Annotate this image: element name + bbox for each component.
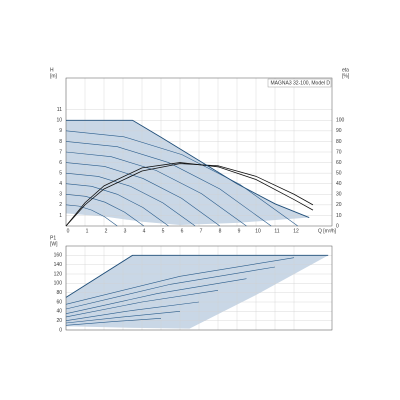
y-tick-label: 20 [56,318,62,324]
y-tick-label: 9 [59,128,62,134]
y-tick-label: 4 [59,181,62,187]
y-tick-label: 1 [59,213,62,219]
y-tick-label: 120 [54,271,63,277]
performance-curve [65,172,196,227]
y-tick-label: 140 [54,262,63,268]
y-axis-label: H [50,67,54,73]
y-tick-label: 6 [59,160,62,166]
performance-curve [65,290,219,318]
y-tick-label: 5 [59,170,62,176]
x-tick-label: 8 [219,228,222,234]
performance-curve [65,193,145,227]
y-tick-label: 100 [54,281,63,287]
x-tick-label: 12 [293,228,299,234]
performance-curve [65,141,272,227]
x-tick-label: 6 [181,228,184,234]
performance-curve [65,318,162,326]
y-tick-label: 160 [54,253,63,259]
y-tick-label: 60 [56,299,62,305]
y2-tick-label: 30 [336,192,342,198]
y-axis-label: P1 [50,235,56,241]
y-tick-label: 11 [57,107,62,113]
y-tick-label: 3 [59,192,62,198]
y2-tick-label: 100 [336,118,345,124]
y-tick-label: 7 [59,149,62,155]
y2-tick-label: 90 [336,128,342,134]
y2-tick-label: 40 [336,181,342,187]
performance-curve [65,162,221,227]
y2-tick-label: 20 [336,202,342,208]
envelope-upper [65,254,329,298]
y-tick-label: 40 [56,309,62,315]
y2-tick-label: 60 [336,160,342,166]
y2-tick-label: 70 [336,149,342,155]
x-tick-label: 2 [105,228,108,234]
y2-tick-label: 50 [336,170,342,176]
y-tick-label: 0 [59,327,62,333]
y-tick-label: 8 [59,139,62,145]
y2-axis-label: [%] [342,73,350,79]
performance-curve [65,183,169,227]
x-tick-label: 11 [274,228,279,234]
y-tick-label: 80 [56,290,62,296]
efficiency-curve [65,162,314,227]
y-tick-label: 2 [59,202,62,208]
performance-curve [65,301,200,321]
title-box [267,78,332,88]
plot-frame [65,245,333,331]
x-axis-label: Q [m³/h] [318,228,337,234]
performance-curve [65,204,118,227]
y-axis-label: [W] [50,241,58,247]
y2-tick-label: 0 [336,223,339,229]
x-tick-label: 10 [255,228,261,234]
y-tick-label: 10 [56,118,62,124]
efficiency-curve [65,163,314,227]
x-tick-label: 9 [238,228,241,234]
x-tick-label: 1 [86,228,89,234]
x-tick-label: 7 [200,228,203,234]
performance-curve [65,311,181,324]
x-tick-label: 5 [162,228,165,234]
x-tick-label: 0 [67,228,70,234]
x-tick-label: 3 [124,228,127,234]
y-axis-label: [m] [50,73,58,79]
chart-title: MAGNA3 32-100, Model D [271,80,331,86]
envelope-upper [66,119,310,218]
x-tick-label: 4 [143,228,146,234]
y2-tick-label: 80 [336,139,342,145]
performance-curve [65,257,295,305]
y2-tick-label: 10 [336,213,342,219]
performance-curve [65,278,247,314]
y2-axis-label: eta [342,67,349,73]
performance-curve [65,151,247,227]
performance-curve [65,266,276,310]
performance-curve [65,130,298,227]
